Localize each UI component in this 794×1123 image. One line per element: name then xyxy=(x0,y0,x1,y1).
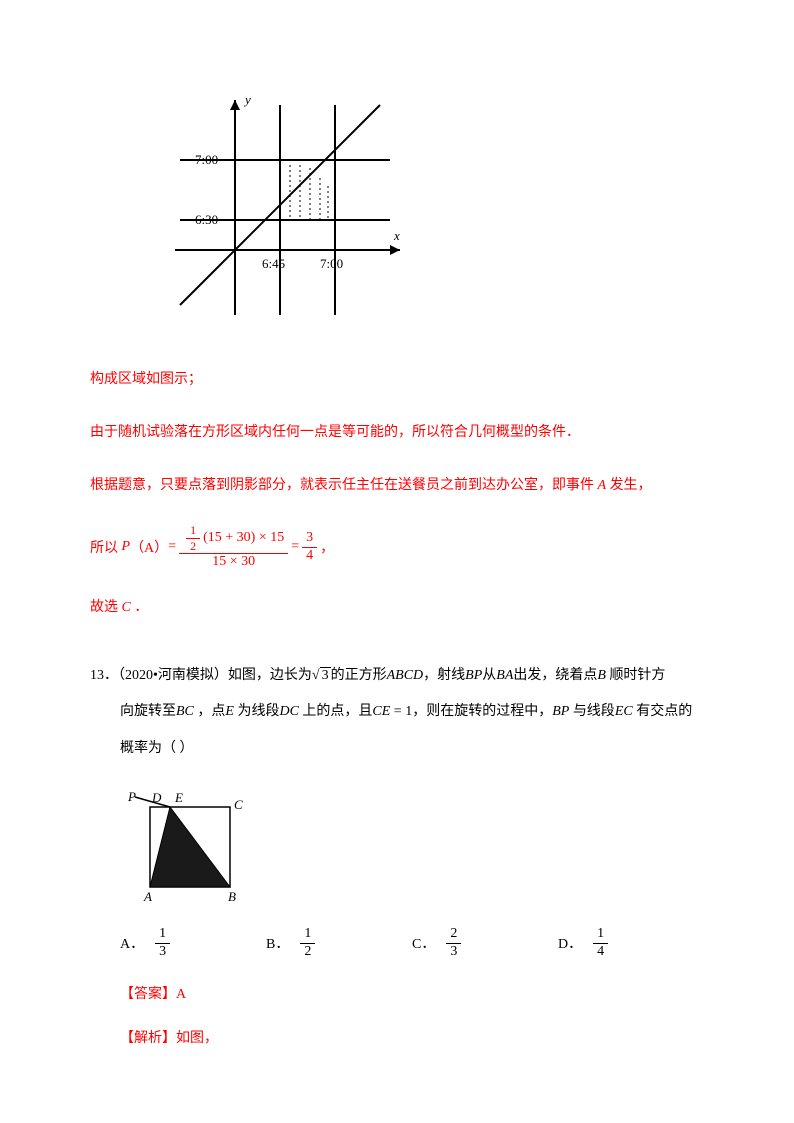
q13-tg: ，点 xyxy=(194,704,226,719)
probability-formula: 所以 P （A） = 1 2 (15 + 30) × 15 15 × 30 = … xyxy=(90,523,704,571)
q13-bc: BC xyxy=(176,704,194,719)
option-B: B． 12 xyxy=(266,926,412,961)
solution-line3-var: A xyxy=(598,478,607,493)
sqrt3: √3 xyxy=(312,658,331,694)
coord-diagram-svg: y x 7:00 6:30 6:45 7:00 xyxy=(150,90,410,320)
d2-E: E xyxy=(174,790,183,805)
q13-eq1: = 1 xyxy=(390,704,412,719)
formula-tail: ， xyxy=(320,537,334,557)
analysis-text: 如图， xyxy=(176,1031,218,1046)
d2-P: P xyxy=(127,789,136,804)
x-axis-label: x xyxy=(393,228,400,243)
y-axis-label: y xyxy=(243,92,251,107)
answer-line: 【答案】A xyxy=(120,983,704,1003)
q13-b: B xyxy=(597,668,606,683)
q13-body: 向旋转至BC ，点E 为线段DC 上的点，且CE = 1，则在旋转的过程中，BP… xyxy=(90,694,704,767)
conclusion-text: 故选 xyxy=(90,600,118,615)
analysis-line: 【解析】如图， xyxy=(120,1027,704,1047)
option-C: C． 23 xyxy=(412,926,558,961)
solution-line3-text: 根据题意，只要点落到阴影部分，就表示任主任在送餐员之前到达办公室，即事件 xyxy=(90,478,594,493)
solution-line3: 根据题意，只要点落到阴影部分，就表示任主任在送餐员之前到达办公室，即事件 A 发… xyxy=(90,471,704,502)
d2-B: B xyxy=(228,889,236,904)
option-A: A． 13 xyxy=(120,926,266,961)
d2-C: C xyxy=(234,797,243,812)
formula-paren: (15 + 30) × 15 xyxy=(203,530,284,547)
q13-tj: ，则在旋转的过程中， xyxy=(412,704,552,719)
diagram1: y x 7:00 6:30 6:45 7:00 xyxy=(150,90,704,325)
solution-line2: 由于随机试验落在方形区域内任何一点是等可能的，所以符合几何概型的条件． xyxy=(90,418,704,449)
q13-tb: ，射线 xyxy=(423,668,465,683)
y-tick-700: 7:00 xyxy=(195,152,218,167)
q13-ba: BA xyxy=(496,668,513,683)
q13-tm: 概率为（ ） xyxy=(120,741,194,756)
q13-tc: 从 xyxy=(482,668,496,683)
d2-A: A xyxy=(143,889,152,904)
q13-td: 出发，绕着点 xyxy=(513,668,597,683)
formula-prefix: 所以 xyxy=(90,537,118,557)
formula-main-fraction: 1 2 (15 + 30) × 15 15 × 30 xyxy=(179,523,288,571)
formula-den: 15 × 30 xyxy=(179,554,288,571)
q13-bp2: BP xyxy=(552,704,569,719)
solution-line3-tail: 发生， xyxy=(610,478,652,493)
opt-C-label: C． xyxy=(412,933,435,953)
d2-D: D xyxy=(151,790,162,805)
q13-te: 顺时针方 xyxy=(606,668,666,683)
q13-tf: 向旋转至 xyxy=(120,704,176,719)
x-tick-645: 6:45 xyxy=(262,256,285,271)
q13-abcd: ABCD xyxy=(387,668,424,683)
conclusion-var: C xyxy=(122,600,131,615)
solution-conclusion: 故选 C ． xyxy=(90,593,704,624)
q13-th: 为线段 xyxy=(234,704,280,719)
opt-B-label: B． xyxy=(266,933,289,953)
analysis-label: 【解析】 xyxy=(120,1031,176,1046)
formula-eq1: = xyxy=(168,539,176,555)
diagram2: P D E C A B xyxy=(120,787,704,912)
formula-rhs-fraction: 3 4 xyxy=(302,530,317,565)
option-D: D． 14 xyxy=(558,926,704,961)
answer-value: A xyxy=(176,987,186,1002)
q13-dc: DC xyxy=(279,704,298,719)
solution-line1: 构成区域如图示； xyxy=(90,365,704,396)
y-tick-630: 6:30 xyxy=(195,212,218,227)
conclusion-tail: ． xyxy=(134,600,148,615)
q13-number: 13． xyxy=(90,668,118,683)
q13-ec: EC xyxy=(615,704,633,719)
options-row: A． 13 B． 12 C． 23 D． 14 xyxy=(120,926,704,961)
answer-label: 【答案】 xyxy=(120,987,176,1002)
formula-A: （A） xyxy=(130,537,168,557)
formula-P: P xyxy=(122,539,131,555)
q13-tk: 与线段 xyxy=(569,704,615,719)
opt-A-label: A． xyxy=(120,933,144,953)
q13-bp: BP xyxy=(465,668,482,683)
opt-D-label: D． xyxy=(558,933,582,953)
question-13: 13．（2020•河南模拟）如图，边长为√3的正方形ABCD，射线BP从BA出发… xyxy=(90,658,704,767)
q13-ce: CE xyxy=(372,704,390,719)
x-tick-700: 7:00 xyxy=(320,256,343,271)
q13-source: （2020•河南模拟）如图，边长为 xyxy=(118,668,312,683)
formula-eq2: = xyxy=(291,539,299,555)
q13-ti: 上的点，且 xyxy=(299,704,373,719)
q13-tl: 有交点的 xyxy=(633,704,693,719)
q13-ta: 的正方形 xyxy=(331,668,387,683)
page-container: y x 7:00 6:30 6:45 7:00 构成区域如图示； 由于随机试验落… xyxy=(0,0,794,1047)
q13-e: E xyxy=(225,704,234,719)
square-diagram-svg: P D E C A B xyxy=(120,787,270,907)
